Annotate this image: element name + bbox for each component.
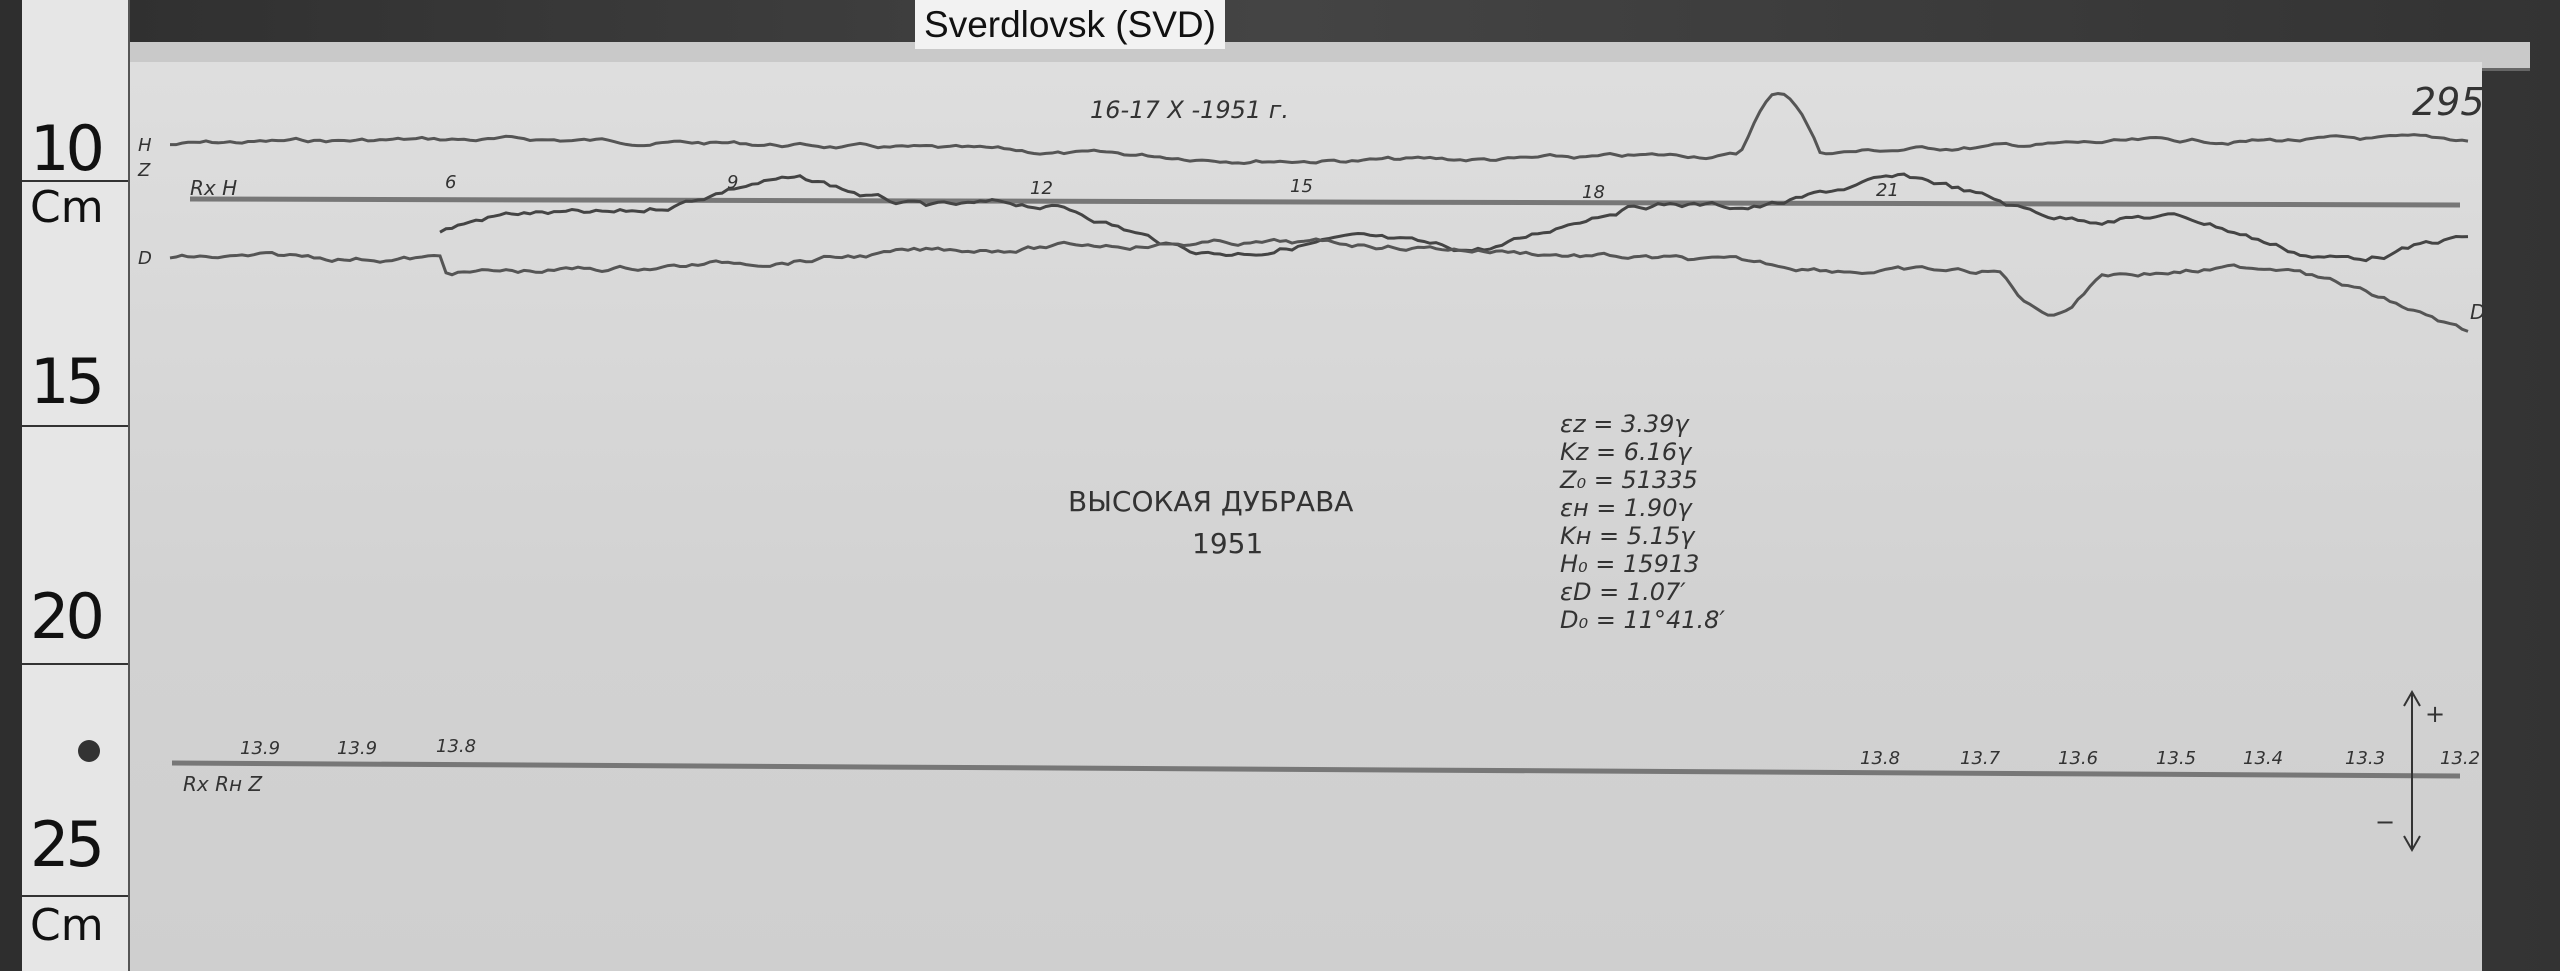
constants-block: εz = 3.39γ Kz = 6.16γ Z₀ = 51335 εн = 1.… — [1560, 410, 1725, 634]
baseline-label: Rx Rн Z — [183, 772, 263, 796]
ruler-tick — [22, 663, 128, 665]
ruler-tick — [22, 425, 128, 427]
ruler-label: 10 — [30, 112, 105, 185]
sheet-number: 295 — [2412, 80, 2485, 124]
trace-label-h: H — [138, 135, 152, 156]
cm-ruler: 10 Cm 15 20 25 Cm — [22, 0, 130, 971]
temp-label: 13.8 — [1860, 748, 1901, 769]
constant: H₀ = 15913 — [1560, 550, 1700, 578]
record-date: 16-17 X -1951 г. — [1090, 96, 1290, 124]
temp-label: 13.2 — [2440, 748, 2481, 769]
ruler-label: 15 — [30, 345, 105, 418]
baseline-z — [189, 196, 2461, 208]
temp-label: 13.8 — [436, 736, 477, 757]
hour-mark: 21 — [1876, 180, 1899, 201]
temp-label: 13.7 — [1960, 748, 2001, 769]
temp-label: 13.9 — [240, 738, 281, 759]
ruler-label: Cm — [30, 900, 104, 951]
ruler-label: 20 — [30, 580, 105, 653]
temp-label: 13.4 — [2243, 748, 2284, 769]
hour-mark: 12 — [1030, 178, 1053, 199]
temp-label: 13.6 — [2058, 748, 2099, 769]
constant: εz = 3.39γ — [1560, 410, 1689, 438]
constant: Z₀ = 51335 — [1560, 466, 1698, 494]
ruler-tick — [22, 895, 128, 897]
trace-label-rx: Rx H — [190, 176, 238, 200]
arrow-minus-label: − — [2375, 808, 2396, 836]
trace-z — [439, 172, 2469, 263]
hour-mark: 18 — [1582, 182, 1605, 203]
trace-h — [169, 92, 2469, 165]
trace-label-z: Z — [138, 160, 151, 181]
ruler-tick — [22, 180, 128, 182]
temp-label: 13.5 — [2156, 748, 2197, 769]
station-name: ВЫСОКАЯ ДУБРАВА — [1068, 485, 1354, 518]
constant: εD = 1.07′ — [1560, 578, 1686, 606]
arrow-plus-label: + — [2425, 700, 2446, 728]
constant: Kz = 6.16γ — [1560, 438, 1692, 466]
constant: Kн = 5.15γ — [1560, 522, 1695, 550]
trace-label-d-right: D — [2470, 300, 2486, 324]
ruler-pin — [78, 740, 100, 762]
constant: εн = 1.90γ — [1560, 494, 1692, 522]
baseline-temperature — [171, 760, 2461, 779]
constant: D₀ = 11°41.8′ — [1560, 606, 1725, 634]
ruler-label: 25 — [30, 808, 105, 881]
hour-mark: 6 — [445, 172, 457, 193]
trace-label-d: D — [138, 248, 152, 269]
hour-mark: 9 — [727, 172, 739, 193]
temp-label: 13.9 — [337, 738, 378, 759]
hour-mark: 15 — [1290, 176, 1313, 197]
station-year: 1951 — [1192, 527, 1264, 560]
ruler-label: Cm — [30, 182, 104, 233]
trace-d — [169, 237, 2469, 333]
scale-arrowheads — [2403, 689, 2421, 853]
station-label: Sverdlovsk (SVD) — [915, 0, 1225, 49]
temp-label: 13.3 — [2345, 748, 2386, 769]
